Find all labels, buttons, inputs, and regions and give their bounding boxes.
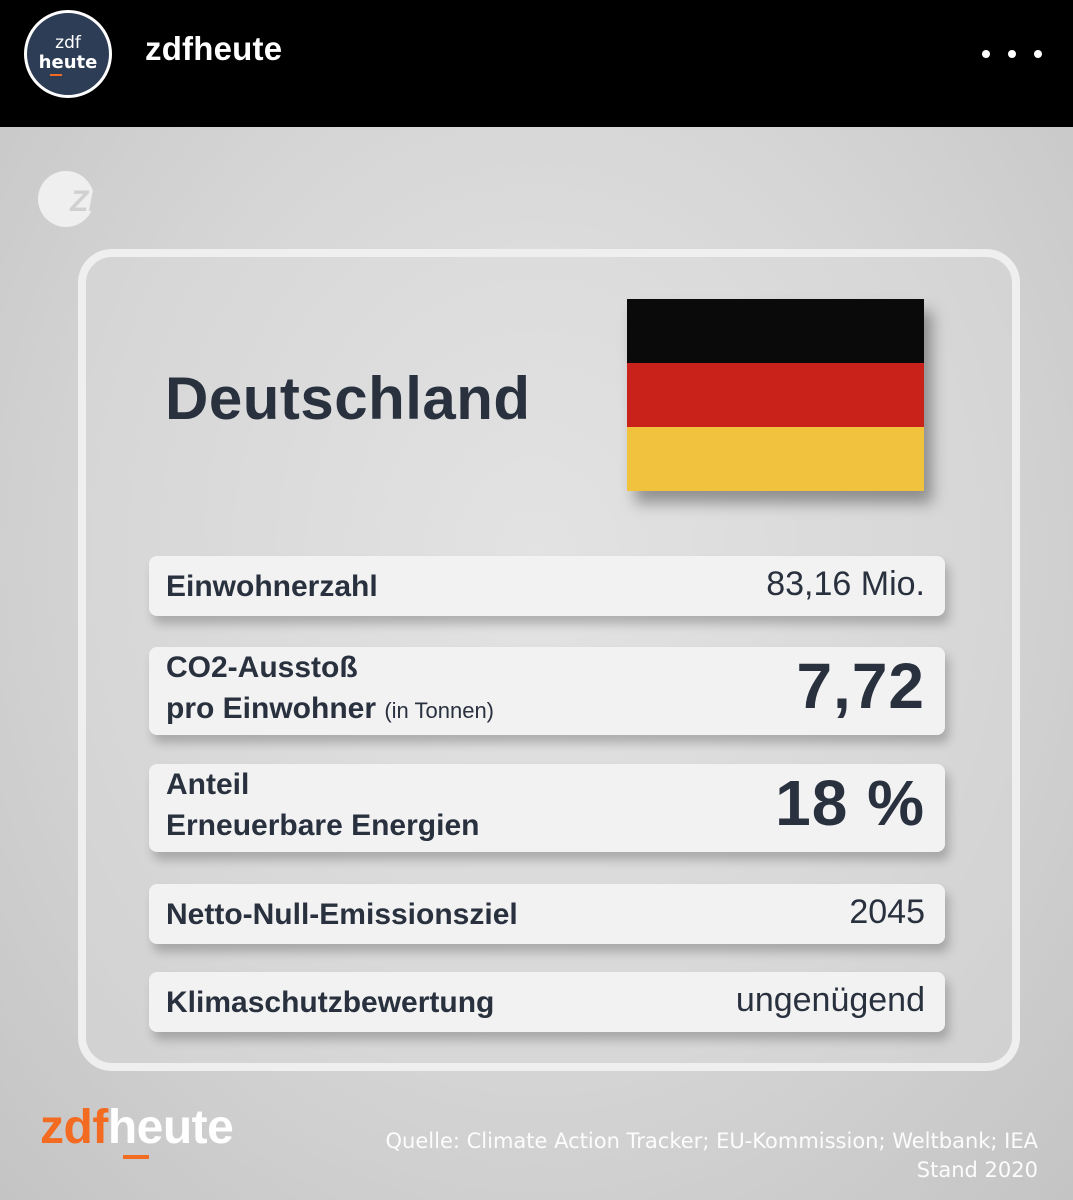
fact-value: 18 % [775, 767, 925, 839]
flag-stripe-gold [627, 427, 924, 491]
source-text: Quelle: Climate Action Tracker; EU-Kommi… [385, 1129, 1038, 1153]
fact-label-line2: Erneuerbare Energien [166, 809, 480, 843]
fact-value: 7,72 [796, 650, 925, 722]
avatar-text-heute: heute [38, 51, 98, 73]
brand-underline [123, 1155, 149, 1159]
more-horizontal-icon-dot [1034, 50, 1042, 58]
post-image[interactable]: ZDF Deutschland Einwohnerzahl 83,16 Mio.… [0, 127, 1073, 1200]
more-options-button[interactable] [982, 34, 1042, 74]
germany-flag-icon [627, 299, 924, 491]
fact-value: ungenügend [735, 981, 925, 1019]
fact-row-net-zero: Netto-Null-Emissionsziel 2045 [149, 884, 945, 944]
flag-stripe-red [627, 363, 924, 427]
fact-value: 2045 [849, 893, 925, 931]
more-horizontal-icon-dot [1008, 50, 1016, 58]
fact-label: Anteil Erneuerbare Energien [166, 764, 479, 847]
stand-text: Stand 2020 [916, 1158, 1038, 1183]
fact-row-population: Einwohnerzahl 83,16 Mio. [149, 556, 945, 616]
fact-label: Klimaschutzbewertung [166, 986, 495, 1019]
account-name-link[interactable]: zdfheute [145, 30, 283, 67]
fact-label: Einwohnerzahl [166, 570, 378, 603]
account-avatar[interactable]: zdf heute [24, 10, 112, 98]
fact-label: Netto-Null-Emissionsziel [166, 898, 518, 931]
fact-label-line1: CO2-Ausstoß [166, 651, 358, 684]
flag-stripe-black [627, 299, 924, 363]
fact-row-renewables: Anteil Erneuerbare Energien 18 % [149, 764, 945, 852]
fact-value: 83,16 Mio. [766, 565, 925, 603]
source-note: Quelle: Climate Action Tracker; EU-Kommi… [386, 1127, 1038, 1186]
country-title: Deutschland [165, 365, 531, 432]
avatar-underline [50, 73, 62, 76]
brand-zdf: zdf [40, 1101, 108, 1154]
zdfheute-logo: zdfheute [40, 1100, 234, 1155]
zdf-logo-watermark: ZDF [38, 171, 129, 227]
post-header: zdf heute zdfheute [0, 0, 1073, 127]
fact-row-climate-rating: Klimaschutzbewertung ungenügend [149, 972, 945, 1032]
fact-label-line1: Anteil [166, 768, 250, 801]
fact-unit: (in Tonnen) [384, 698, 495, 724]
fact-label: CO2-Ausstoß pro Einwohner (in Tonnen) [166, 647, 494, 730]
more-horizontal-icon [982, 50, 990, 58]
brand-heute: heute [107, 1101, 234, 1154]
zdf-watermark-text: ZDF [69, 185, 129, 218]
fact-row-co2: CO2-Ausstoß pro Einwohner (in Tonnen) 7,… [149, 647, 945, 735]
fact-label-line2: pro Einwohner [166, 692, 376, 726]
avatar-text-zdf: zdf [55, 32, 81, 53]
